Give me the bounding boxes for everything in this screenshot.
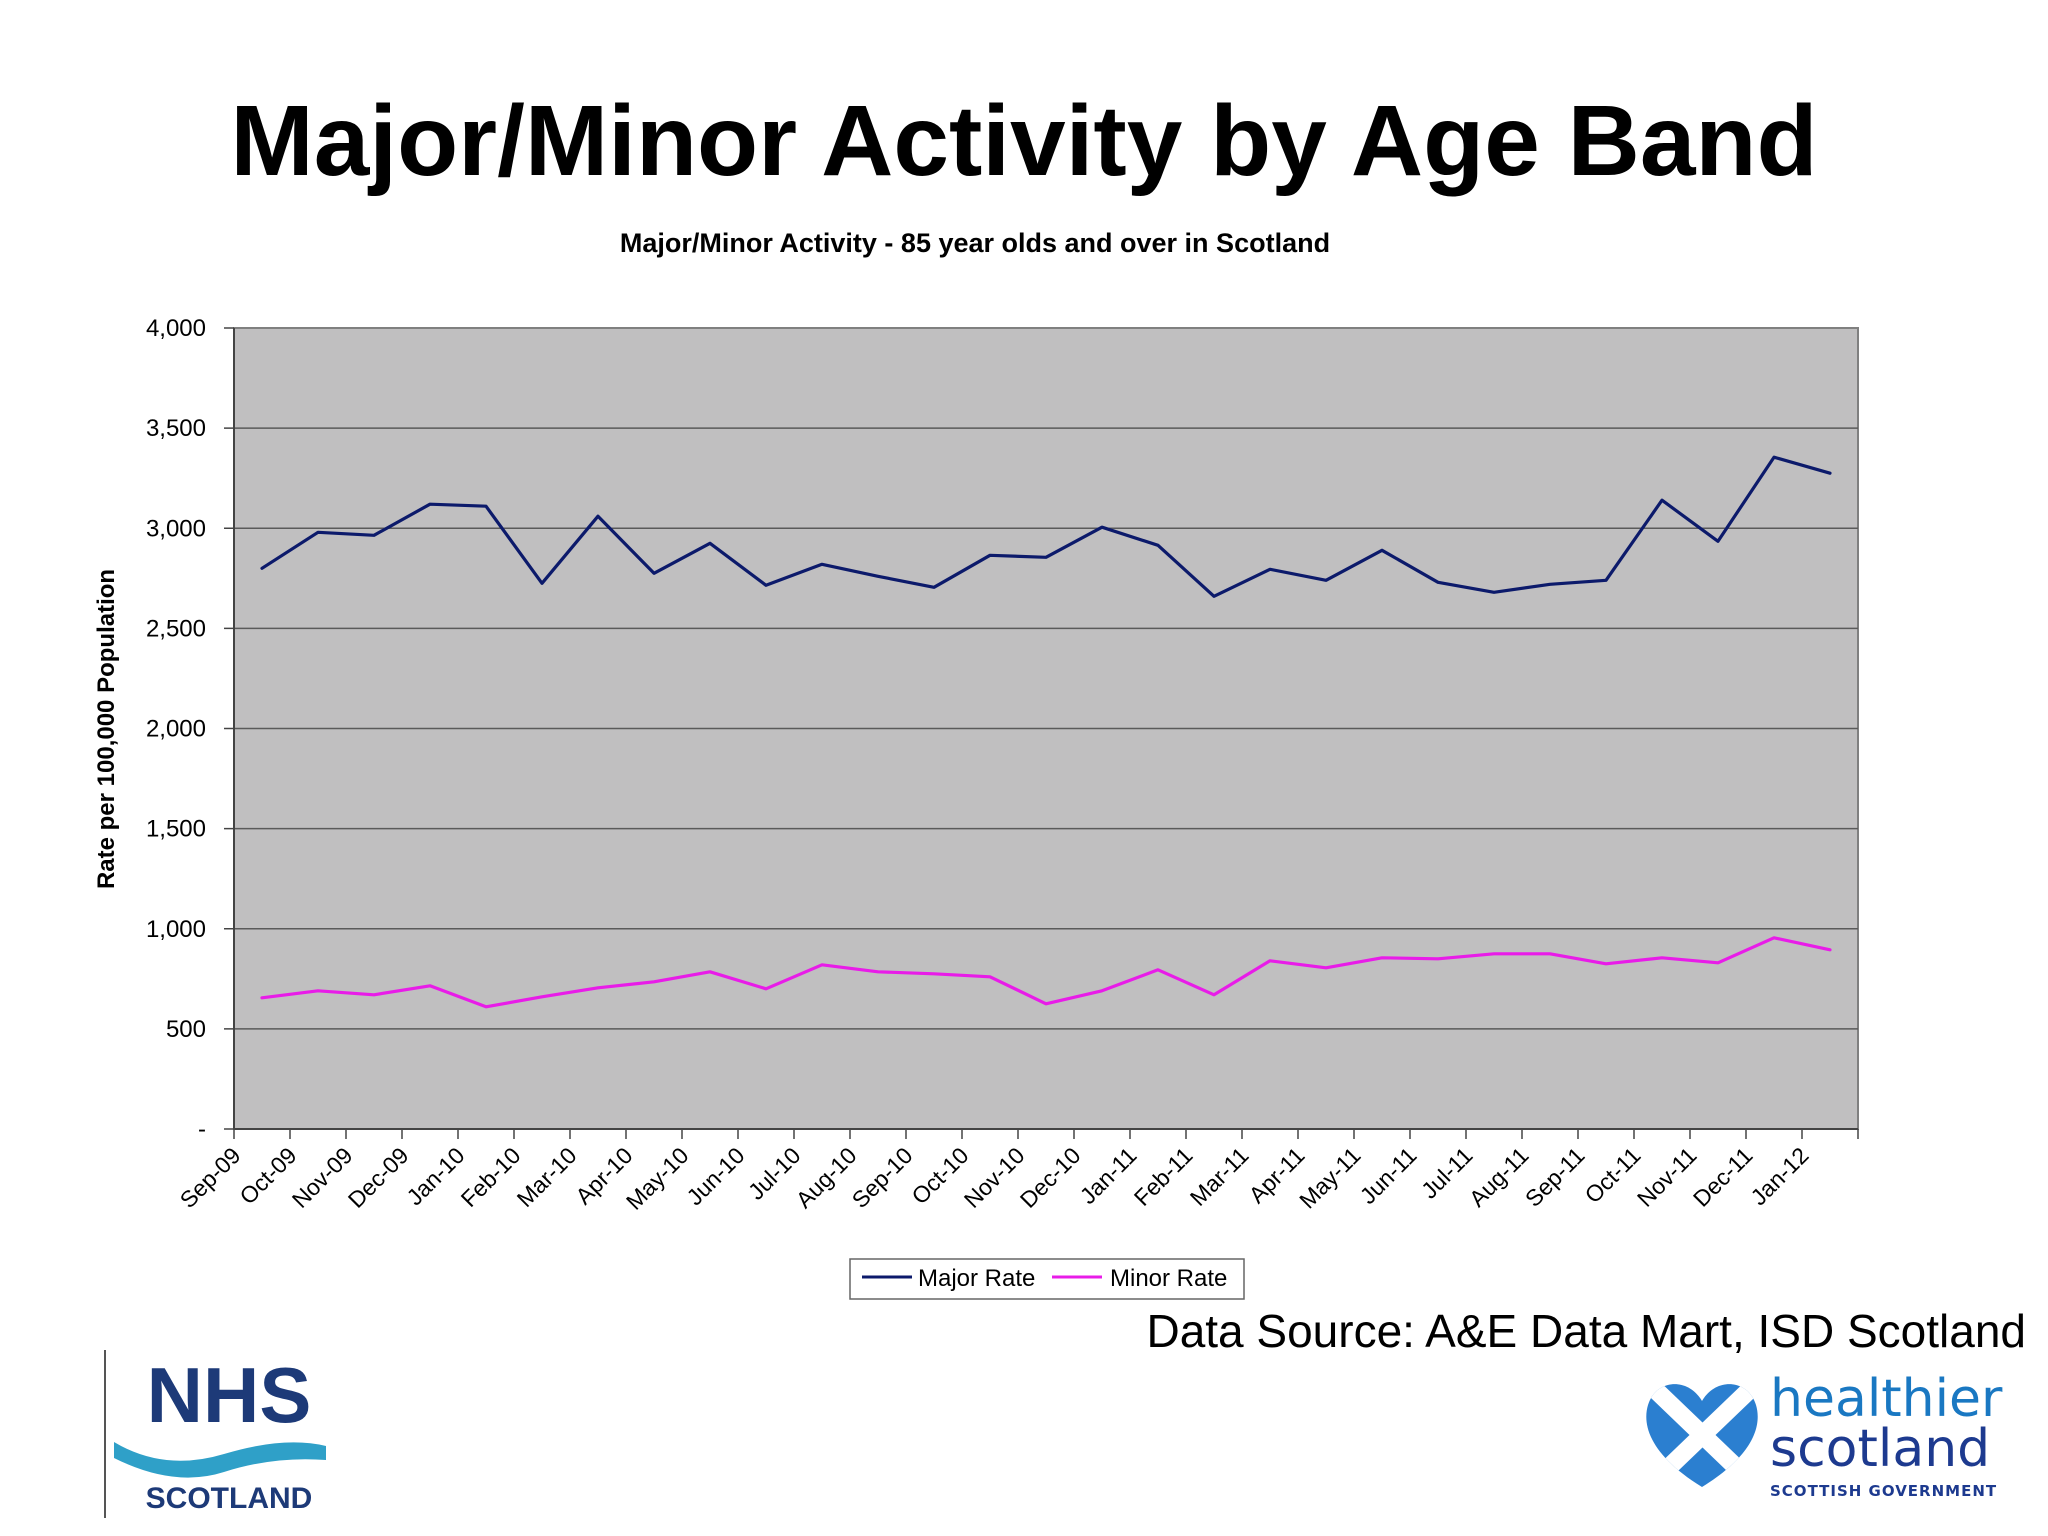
- healthier-scotland-logo: healthier scotland SCOTTISH GOVERNMENT: [1640, 1369, 2002, 1505]
- x-tick-label: Nov-11: [1632, 1142, 1702, 1212]
- x-tick-label: Mar-10: [512, 1142, 582, 1212]
- y-tick-label: 2,500: [146, 615, 206, 642]
- x-tick-label: May-11: [1294, 1142, 1365, 1213]
- x-tick-label: Dec-11: [1688, 1142, 1758, 1212]
- x-tick-label: Mar-11: [1185, 1142, 1254, 1211]
- x-tick-label: Aug-11: [1464, 1142, 1534, 1212]
- y-tick-label: 3,000: [146, 515, 206, 542]
- legend-minor-label: Minor Rate: [1110, 1265, 1227, 1292]
- y-tick-label: 3,500: [146, 415, 206, 442]
- healthier-text: healthier: [1770, 1369, 2003, 1429]
- x-tick-label: Jun-11: [1355, 1142, 1422, 1209]
- x-tick-label: Dec-10: [1015, 1142, 1086, 1213]
- x-tick-label: Aug-10: [791, 1142, 862, 1213]
- y-axis-label: Rate per 100,000 Population: [93, 569, 120, 889]
- y-tick-label: -: [198, 1116, 206, 1143]
- page-title: Major/Minor Activity by Age Band: [230, 85, 1818, 197]
- nhs-wave-icon: [114, 1442, 326, 1478]
- x-tick-label: Sep-10: [847, 1142, 918, 1213]
- x-tick-label: Sep-11: [1520, 1142, 1590, 1212]
- x-tick-label: Sep-09: [175, 1142, 246, 1213]
- gridlines: [234, 427, 1858, 1030]
- x-tick-label: Dec-09: [343, 1142, 414, 1213]
- legend: Major Rate Minor Rate: [849, 1258, 1245, 1300]
- logo-divider: [104, 1350, 106, 1518]
- y-tick-label: 2,000: [146, 716, 206, 743]
- major-rate-line: [260, 455, 1832, 598]
- y-tick-label: 4,000: [146, 315, 206, 342]
- minor-rate-line: [260, 936, 1832, 1009]
- x-tick-label: Feb-10: [456, 1142, 526, 1212]
- line-chart: Major/Minor Activity - 85 year olds and …: [93, 228, 1859, 1300]
- scotland-text: scotland: [1770, 1419, 1991, 1479]
- x-tick-label: May-10: [621, 1142, 694, 1215]
- nhs-logo-text: NHS: [147, 1351, 312, 1439]
- x-tick-label: Jan-12: [1745, 1142, 1813, 1210]
- y-tick-label: 1,500: [146, 816, 206, 843]
- data-source: Data Source: A&E Data Mart, ISD Scotland: [1146, 1305, 2026, 1357]
- series-lines: [260, 455, 1832, 1009]
- scottish-government-text: SCOTTISH GOVERNMENT: [1770, 1482, 1998, 1500]
- x-tick-label: Jan-10: [401, 1142, 469, 1210]
- nhs-logo-subtext: SCOTLAND: [146, 1482, 313, 1515]
- legend-major-label: Major Rate: [918, 1265, 1035, 1292]
- x-tick-label: Jun-10: [681, 1142, 749, 1210]
- x-tick-label: Nov-10: [959, 1142, 1030, 1213]
- legend-box: [849, 1258, 1245, 1300]
- x-tick-label: Nov-09: [287, 1142, 358, 1213]
- y-tick-label: 1,000: [146, 916, 206, 943]
- nhs-scotland-logo: NHS SCOTLAND: [114, 1351, 326, 1515]
- y-tick-label: 500: [166, 1016, 206, 1043]
- chart-title: Major/Minor Activity - 85 year olds and …: [620, 228, 1330, 258]
- saltire-heart-icon: [1646, 1384, 1758, 1487]
- x-tick-label: Jan-11: [1075, 1142, 1142, 1209]
- x-tick-label: Feb-11: [1129, 1142, 1198, 1211]
